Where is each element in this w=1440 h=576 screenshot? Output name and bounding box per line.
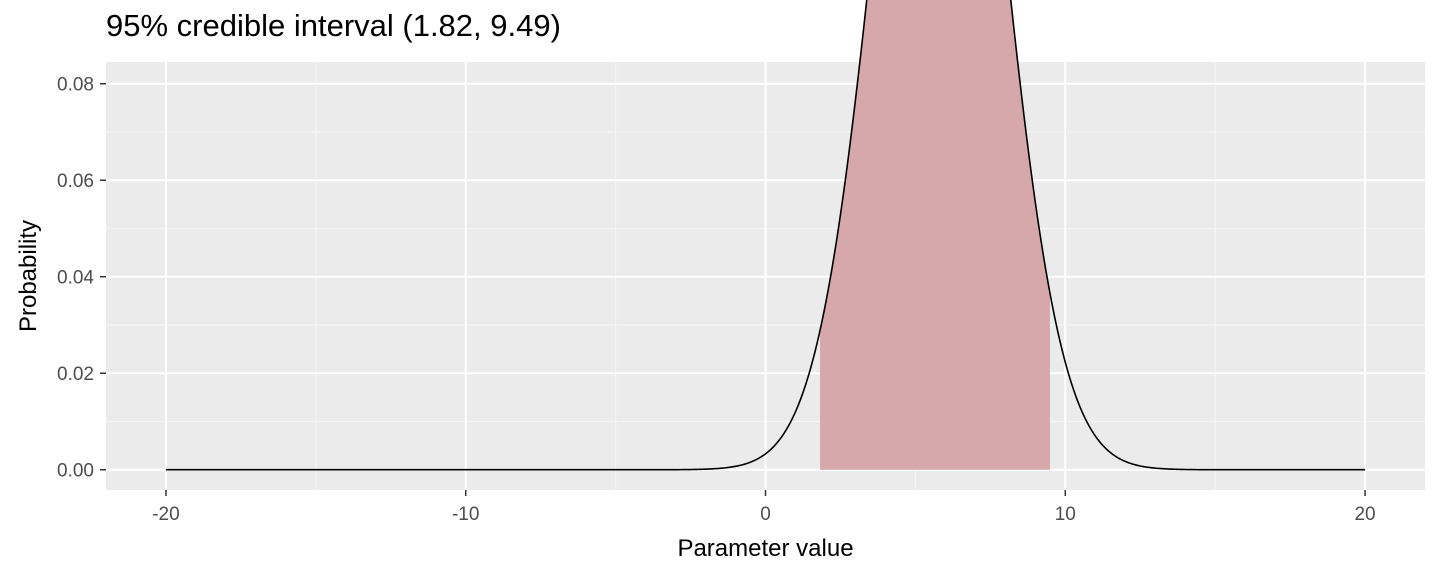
y-tick-label: 0.02 xyxy=(57,364,94,385)
x-axis-title: Parameter value xyxy=(677,535,853,562)
density-curve xyxy=(165,0,1366,471)
chart-title: 95% credible interval (1.82, 9.49) xyxy=(106,8,561,43)
x-tick-label: -10 xyxy=(452,504,479,525)
x-axis-ticks: -20 -10 0 10 20 xyxy=(152,490,1376,525)
major-gridlines xyxy=(106,62,1425,490)
y-tick-label: 0.08 xyxy=(57,75,94,96)
x-tick-label: 20 xyxy=(1354,504,1375,525)
x-tick-label: -20 xyxy=(152,504,179,525)
y-axis-title: Probability xyxy=(15,220,42,332)
y-tick-label: 0.06 xyxy=(57,171,94,192)
y-tick-label: 0.00 xyxy=(57,461,94,482)
y-axis-ticks: 0.00 0.02 0.04 0.06 0.08 xyxy=(57,75,106,482)
x-tick-label: 0 xyxy=(760,504,771,525)
y-tick-label: 0.04 xyxy=(57,268,94,289)
x-tick-label: 10 xyxy=(1055,504,1076,525)
credible-interval-area xyxy=(820,0,1050,470)
